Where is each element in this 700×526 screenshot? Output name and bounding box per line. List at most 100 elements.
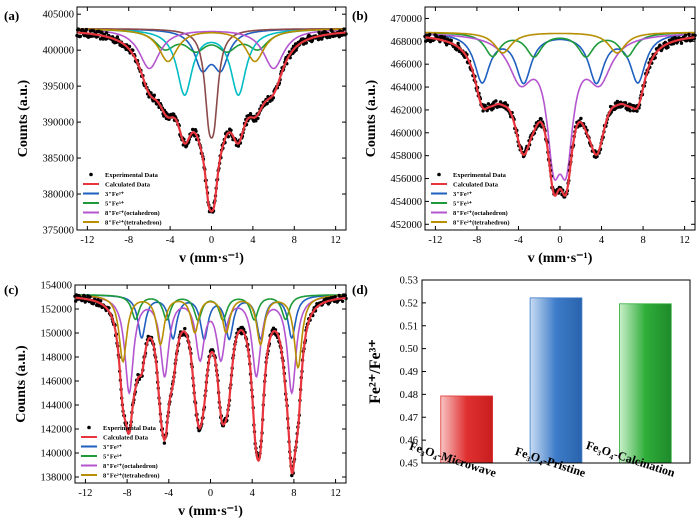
data-point (579, 116, 583, 121)
data-point (635, 109, 639, 113)
legend-marker-experimental (87, 425, 91, 430)
y-tick-label: 462000 (391, 105, 423, 116)
data-point (337, 35, 341, 39)
data-point (96, 298, 100, 302)
data-point (679, 41, 684, 45)
x-axis-title: v (mm·s⁻¹) (179, 251, 244, 266)
y-tick-label: 146000 (41, 377, 73, 388)
x-tick-label: 0 (208, 488, 213, 499)
legend-label: 8"Fe²⁺(tetrahedron) (453, 220, 510, 227)
y-tick-label: 0.48 (400, 390, 418, 401)
x-tick-label: 12 (679, 235, 690, 246)
x-tick-label: 8 (291, 488, 296, 499)
subspectrum-line-0 (425, 33, 695, 85)
data-point (340, 299, 345, 303)
data-point (152, 93, 156, 97)
data-point (683, 33, 688, 37)
x-tick-label: -4 (166, 235, 175, 246)
y-tick-label: 464000 (391, 83, 423, 94)
y-tick-label: 375000 (43, 226, 75, 237)
panel-label: (d) (352, 282, 368, 297)
x-tick-label: -12 (78, 488, 92, 499)
y-tick-label: 152000 (41, 305, 73, 316)
y-tick-label: 140000 (41, 449, 73, 460)
data-point (99, 299, 103, 303)
data-point (456, 41, 460, 46)
subspectrum-line-1 (425, 32, 695, 58)
x-tick-label: 12 (330, 488, 341, 499)
subspectrum-line-5 (77, 28, 346, 63)
data-point (294, 48, 298, 52)
legend-label: 5"Fe³⁺ (105, 201, 125, 208)
data-point (248, 112, 253, 116)
x-tick-label: 0 (557, 235, 562, 246)
y-tick-label: 0.53 (400, 276, 418, 287)
subspectrum-line-3 (75, 294, 346, 370)
y-tick-label: 0.52 (400, 298, 418, 309)
legend-label: 3"Fe³⁺ (453, 191, 473, 198)
y-tick-label: 468000 (391, 37, 423, 48)
x-tick-label: -8 (124, 235, 133, 246)
calculated-fit-line (74, 296, 347, 475)
data-point (491, 106, 495, 111)
data-point (265, 101, 269, 106)
data-point (666, 45, 670, 49)
legend-label: 5"Fe³⁺ (453, 201, 473, 208)
y-tick-label: 400000 (43, 46, 75, 57)
panel-label: (c) (4, 282, 18, 297)
legend-label: 5"Fe³⁺ (103, 454, 123, 461)
y-tick-label: 138000 (41, 473, 73, 484)
subspectrum-line-2 (425, 33, 695, 182)
data-point (687, 32, 691, 37)
x-tick-label: 4 (250, 488, 256, 499)
y-tick-label: 456000 (391, 174, 423, 185)
x-tick-label: 12 (330, 235, 341, 246)
y-axis-title: Counts (a.u.) (364, 79, 379, 157)
data-point (162, 441, 167, 445)
data-point (442, 35, 447, 39)
legend-label: Calculated Data (105, 182, 151, 189)
data-point (444, 43, 449, 47)
data-point (503, 101, 507, 105)
y-tick-label: 390000 (43, 118, 75, 129)
data-point (81, 29, 85, 33)
data-point (428, 32, 432, 37)
legend-label: Calculated Data (103, 435, 149, 442)
y-tick-label: 405000 (43, 10, 75, 21)
x-tick-label: -4 (164, 488, 173, 499)
data-point (486, 102, 491, 106)
y-tick-label: 458000 (391, 151, 423, 162)
data-point (539, 117, 543, 121)
data-point (449, 38, 453, 43)
y-tick-label: 395000 (43, 82, 75, 93)
y-axis-title: Fe²⁺/Fe³⁺ (367, 339, 384, 404)
data-point (337, 293, 341, 298)
data-point (236, 144, 241, 148)
data-point (658, 43, 662, 47)
x-tick-label: -4 (514, 235, 523, 246)
legend-marker-experimental (437, 172, 441, 177)
data-point (78, 34, 83, 38)
x-tick-label: -12 (80, 235, 94, 246)
y-tick-label: 144000 (41, 401, 73, 412)
calculated-fit-line (424, 36, 696, 197)
data-point (88, 295, 92, 299)
panel-a: (a) -12 -8 -4 0 4 8 12 375000 380000 385000 390000 3… (4, 6, 348, 266)
data-point (115, 35, 120, 39)
y-tick-label: 0.47 (400, 413, 418, 424)
data-point (191, 127, 195, 132)
y-tick-label: 452000 (391, 220, 423, 231)
x-tick-label: 4 (250, 235, 256, 246)
data-point (481, 109, 485, 113)
bar-1 (529, 297, 583, 464)
data-point (256, 116, 260, 121)
data-point (104, 31, 109, 35)
data-point (317, 30, 321, 35)
x-tick-label: -12 (428, 235, 442, 246)
x-tick-label: -8 (473, 235, 482, 246)
panel-b: (b) -12 -8 -4 0 4 8 12 452000 454000 456000 458000 4… (352, 6, 697, 266)
x-tick-label: 4 (599, 235, 605, 246)
panel-label: (a) (4, 8, 19, 23)
subspectrum-line-3 (425, 31, 695, 54)
y-tick-label: 148000 (41, 353, 73, 364)
